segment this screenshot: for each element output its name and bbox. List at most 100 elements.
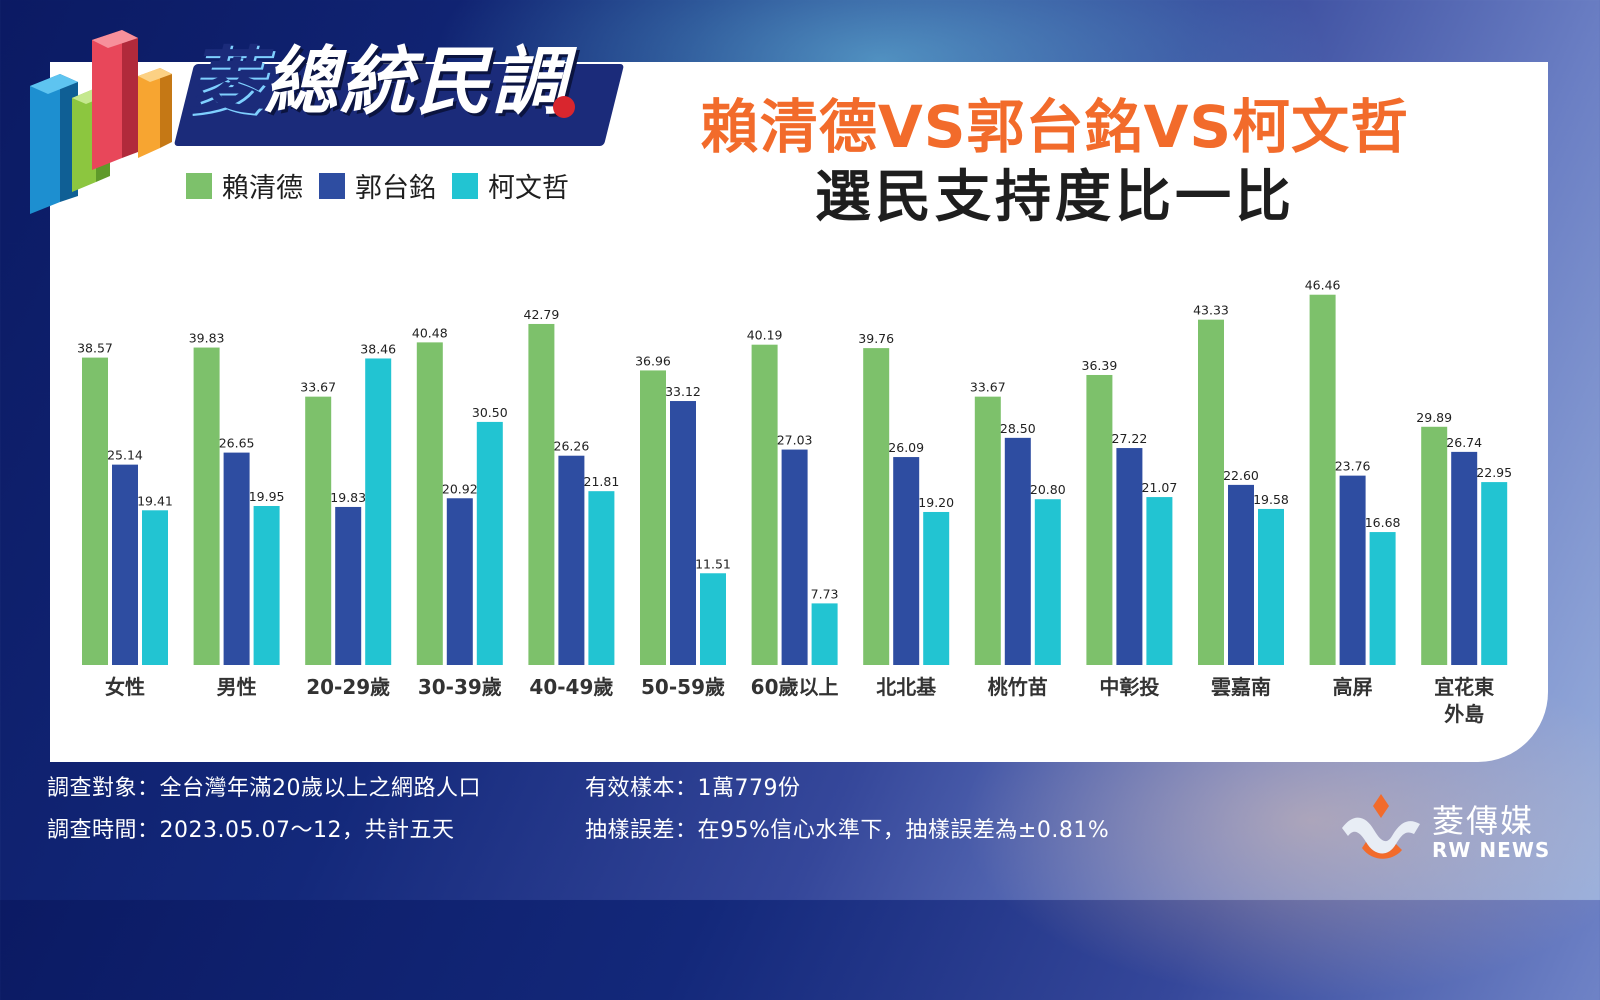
data-label: 21.81: [584, 474, 620, 489]
category-label: 男性: [217, 675, 257, 699]
bar-2-9: [1116, 448, 1143, 665]
bar-3-10: [1258, 508, 1284, 665]
footer-sample: 有效樣本：1萬779份: [585, 776, 801, 801]
chart-subtitle: 選民支持度比一比: [815, 165, 1295, 230]
bar-3-1: [253, 505, 280, 665]
category-label: 宜花東: [1434, 675, 1494, 699]
bar-3-0: [142, 510, 168, 665]
bar-2-8: [1004, 437, 1031, 665]
footer-subject: 調查對象：全台灣年滿20歲以上之網路人口: [47, 776, 481, 801]
bar-2-1: [223, 452, 250, 665]
data-label: 39.76: [858, 331, 894, 346]
bar-1-9: [1086, 374, 1113, 665]
data-label: 20.80: [1030, 482, 1066, 497]
bar-2-12: [1451, 451, 1478, 665]
data-label: 36.39: [1082, 358, 1118, 373]
category-label: 中彰投: [1099, 675, 1159, 699]
legend-item-series3: 柯文哲: [452, 166, 569, 205]
legend-label: 賴清德: [222, 173, 303, 204]
data-label: 19.41: [137, 493, 173, 508]
logo-text-rest: 總統民調: [264, 39, 568, 125]
bar-1-8: [974, 396, 1001, 665]
category-label: 30-39歲: [418, 675, 502, 699]
data-label: 21.07: [1142, 480, 1178, 495]
bar-3-4: [588, 491, 615, 665]
data-label: 26.65: [219, 436, 255, 451]
data-label: 19.58: [1253, 492, 1289, 507]
category-label: 桃竹苗: [988, 675, 1048, 699]
footer-error: 抽樣誤差：在95%信心水準下，抽樣誤差為±0.81%: [585, 818, 1110, 843]
brand-name-cn: 菱傳媒: [1432, 802, 1535, 840]
data-label: 40.19: [747, 328, 783, 343]
data-label: 25.14: [107, 448, 143, 463]
data-label: 36.96: [635, 353, 671, 368]
data-label: 7.73: [811, 586, 839, 601]
data-label: 33.67: [970, 380, 1006, 395]
bar-1-7: [863, 348, 890, 665]
bar-2-4: [558, 455, 585, 665]
bar-2-7: [893, 457, 920, 665]
bar-2-5: [670, 401, 696, 665]
data-label: 33.67: [300, 380, 336, 395]
bar-3-7: [923, 511, 950, 665]
data-label: 27.22: [1112, 431, 1148, 446]
category-label: 50-59歲: [641, 675, 725, 699]
data-label: 27.03: [777, 433, 813, 448]
bar-1-3: [416, 342, 443, 665]
category-label: 40-49歲: [529, 675, 613, 699]
data-label: 22.60: [1223, 468, 1259, 483]
bar-1-5: [640, 370, 666, 665]
rw-news-logo-icon: [1342, 794, 1420, 859]
data-label: 40.48: [412, 325, 448, 340]
data-label: 30.50: [472, 405, 508, 420]
bar-1-6: [751, 344, 778, 665]
bar-3-11: [1369, 532, 1396, 665]
data-label: 38.57: [77, 341, 113, 356]
bar-2-10: [1228, 484, 1254, 665]
data-label: 26.26: [554, 439, 590, 454]
category-label: 女性: [105, 675, 145, 699]
bar-1-0: [82, 357, 108, 665]
bar-1-11: [1309, 294, 1336, 665]
bar-1-12: [1421, 426, 1448, 665]
data-label: 23.76: [1335, 459, 1371, 474]
data-label: 26.09: [888, 440, 924, 455]
footer-period: 調查時間：2023.05.07～12，共計五天: [47, 818, 455, 843]
bar-1-2: [305, 396, 332, 665]
logo-blocks-icon: [30, 30, 172, 214]
data-label: 29.89: [1416, 410, 1452, 425]
bar-3-6: [811, 603, 838, 665]
brand-name-en: RW NEWS: [1432, 838, 1551, 862]
logo-text: 菱總統民調: [188, 22, 568, 129]
legend: 賴清德 郭台銘 柯文哲: [186, 166, 585, 205]
bar-3-2: [365, 358, 392, 665]
logo-dot-icon: [553, 96, 575, 118]
bar-2-0: [112, 464, 138, 665]
legend-item-series2: 郭台銘: [319, 166, 436, 205]
chart-title: 賴清德VS郭台銘VS柯文哲: [700, 93, 1410, 161]
category-label: 雲嘉南: [1211, 675, 1271, 699]
legend-label: 柯文哲: [488, 173, 569, 204]
category-label: 高屏: [1333, 675, 1373, 699]
legend-swatch: [452, 172, 478, 199]
legend-item-series1: 賴清德: [186, 166, 303, 205]
category-label: 20-29歲: [306, 675, 390, 699]
data-label: 19.20: [918, 495, 954, 510]
category-label: 北北基: [876, 675, 937, 699]
data-label: 46.46: [1305, 278, 1341, 293]
bar-1-10: [1198, 319, 1224, 665]
data-label: 39.83: [189, 331, 225, 346]
data-label: 33.12: [665, 384, 701, 399]
logo-text-first: 菱: [188, 39, 264, 125]
bar-3-3: [476, 421, 503, 665]
category-label: 60歲以上: [751, 675, 839, 699]
legend-swatch: [319, 172, 345, 199]
data-label: 22.95: [1476, 465, 1512, 480]
data-label: 11.51: [695, 556, 731, 571]
bar-1-1: [193, 347, 220, 665]
bar-3-9: [1146, 497, 1173, 665]
data-label: 16.68: [1365, 515, 1401, 530]
bar-3-5: [700, 573, 726, 665]
data-label: 19.83: [330, 490, 366, 505]
bar-1-4: [528, 323, 555, 665]
